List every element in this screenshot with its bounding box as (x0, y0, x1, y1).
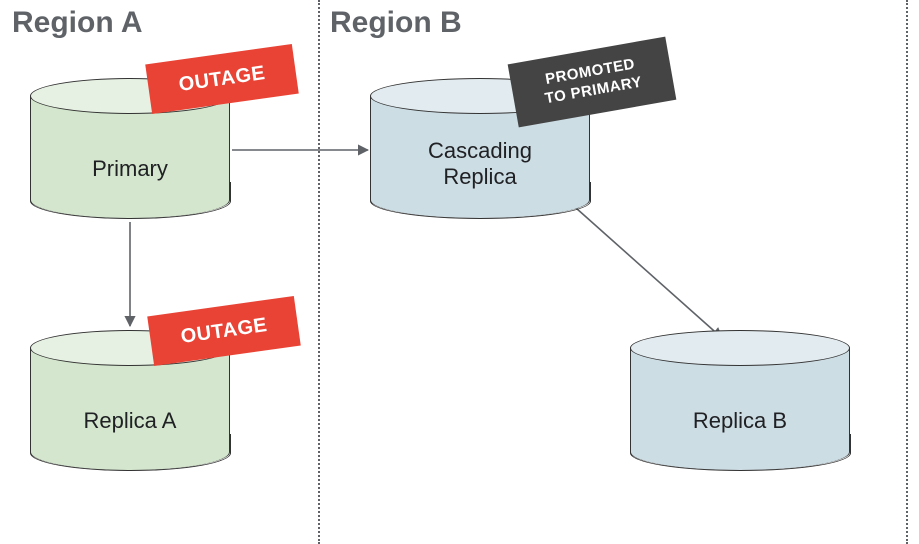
cylinder-replica-b-label: Replica B (630, 408, 850, 434)
cylinder-primary-label: Primary (30, 156, 230, 182)
cylinder-replica-a-label: Replica A (30, 408, 230, 434)
region-b-label: Region B (330, 6, 462, 40)
region-divider-1 (318, 0, 320, 544)
badge-outage-replica-a: OUTAGE (147, 296, 301, 366)
badge-promoted: PROMOTED TO PRIMARY (508, 37, 677, 128)
cylinder-cascading-replica-label: Cascading Replica (370, 138, 590, 191)
region-a-label: Region A (12, 6, 143, 40)
arrow-cascading-to-replica-b (576, 208, 722, 338)
region-divider-2 (906, 0, 908, 544)
badge-outage-primary: OUTAGE (145, 44, 299, 114)
cylinder-replica-b: Replica B (630, 330, 850, 470)
